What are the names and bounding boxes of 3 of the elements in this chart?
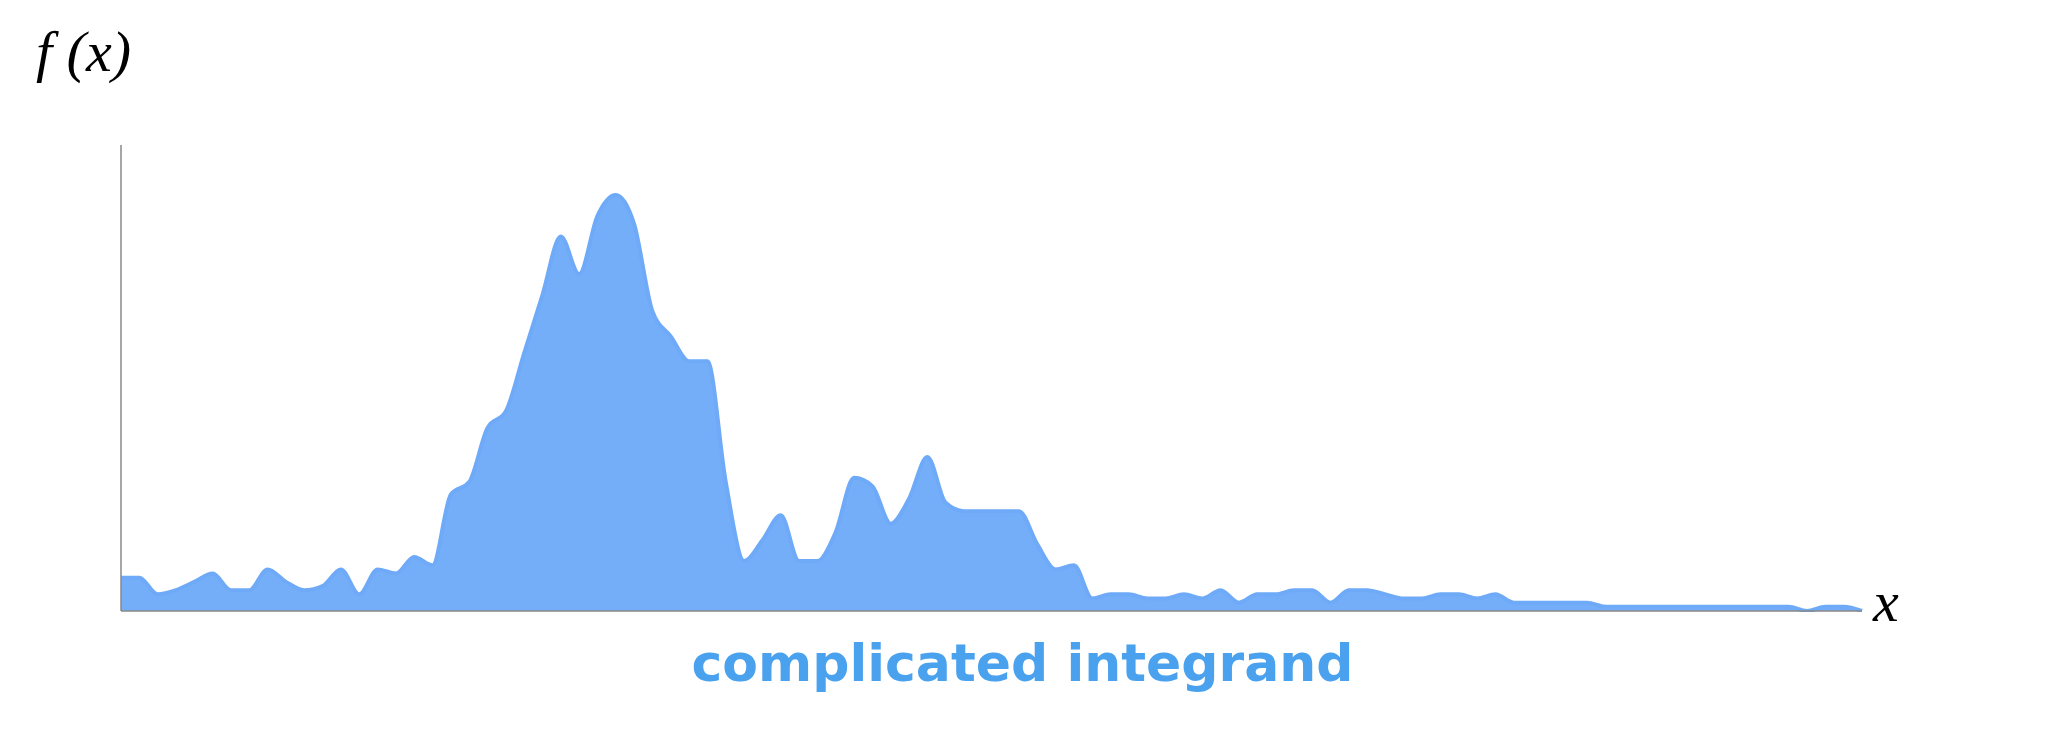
x-axis-title: x	[1873, 568, 1899, 635]
y-axis-title: f (x)	[36, 18, 131, 85]
text: complicated integrand	[690, 633, 1355, 693]
